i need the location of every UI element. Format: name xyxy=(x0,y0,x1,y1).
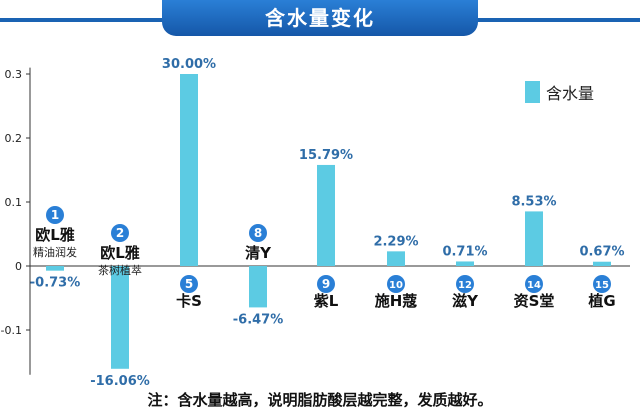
data-label: 8.53% xyxy=(511,194,556,209)
bar xyxy=(46,266,64,271)
bar xyxy=(387,251,405,266)
y-tick-label: 0 xyxy=(15,260,22,273)
bar xyxy=(456,261,474,266)
category-number: 5 xyxy=(185,277,193,291)
category-name: 卡S xyxy=(176,292,202,310)
category-name: 植G xyxy=(588,292,615,310)
footer-note: 注：含水量越高，说明脂肪酸层越完整，发质越好。 xyxy=(147,391,493,409)
data-label: -6.47% xyxy=(233,312,284,327)
category-number: 9 xyxy=(322,277,330,291)
category-number: 1 xyxy=(51,208,59,222)
category-name: 资S堂 xyxy=(514,292,555,310)
data-label: 0.67% xyxy=(579,245,624,260)
category-number: 8 xyxy=(254,226,262,240)
category-badge xyxy=(317,275,335,293)
bar xyxy=(180,74,198,266)
category-badge xyxy=(387,275,405,293)
data-label: 30.00% xyxy=(162,57,216,72)
category-name: 欧L雅 xyxy=(100,244,140,262)
category-badge xyxy=(180,275,198,293)
bar xyxy=(525,211,543,266)
category-number: 12 xyxy=(458,280,472,291)
data-label: -0.73% xyxy=(30,276,81,291)
category-number: 2 xyxy=(116,226,124,240)
category-badge xyxy=(593,275,611,293)
chart-title: 含水量变化 xyxy=(162,0,478,36)
legend-swatch xyxy=(525,81,540,103)
data-label: 0.71% xyxy=(442,244,487,259)
bar xyxy=(593,261,611,266)
category-name: 欧L雅 xyxy=(35,226,75,244)
category-badge xyxy=(111,224,129,242)
category-badge xyxy=(525,275,543,293)
category-badge xyxy=(249,224,267,242)
category-badge xyxy=(46,206,64,224)
category-number: 14 xyxy=(527,280,541,291)
category-subtitle: 精油润发 xyxy=(33,245,77,259)
y-tick-label: 0.2 xyxy=(5,132,23,145)
legend-label: 含水量 xyxy=(546,84,594,103)
data-label: 2.29% xyxy=(373,234,418,249)
title-bar: 含水量变化 xyxy=(0,0,640,36)
category-subtitle: 茶树植萃 xyxy=(98,263,142,277)
category-number: 15 xyxy=(595,280,609,291)
y-tick-label: -0.1 xyxy=(1,324,22,337)
category-number: 10 xyxy=(389,280,403,291)
category-name: 清Y xyxy=(245,244,272,262)
bar xyxy=(317,164,335,266)
category-name: 滋Y xyxy=(452,292,479,310)
category-badge xyxy=(456,275,474,293)
bar xyxy=(111,266,129,369)
y-tick-label: 0.3 xyxy=(5,68,23,81)
bar xyxy=(249,266,267,308)
category-name: 紫L xyxy=(314,292,339,310)
y-tick-label: 0.1 xyxy=(5,196,23,209)
data-label: 15.79% xyxy=(299,148,353,163)
category-name: 施H蔻 xyxy=(375,292,418,310)
data-label: -16.06% xyxy=(90,374,150,389)
